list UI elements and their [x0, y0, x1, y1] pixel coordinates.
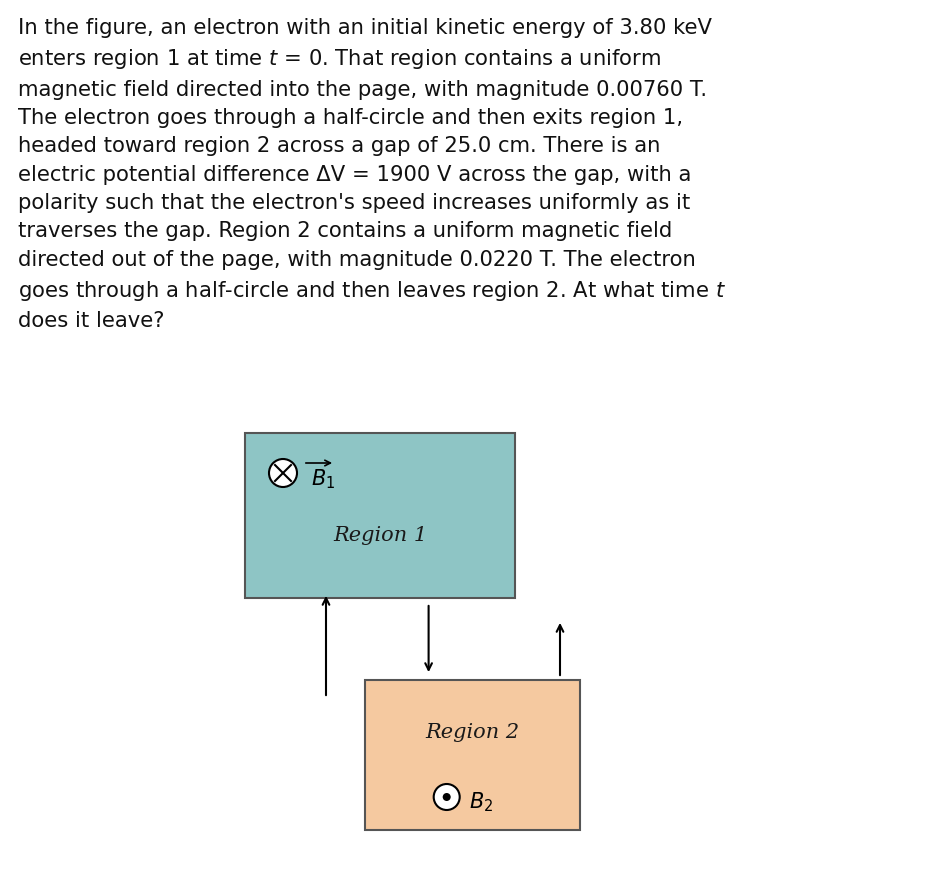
Bar [245, 433, 515, 598]
Circle shape [269, 459, 297, 487]
Text: Region 1: Region 1 [333, 526, 427, 545]
Text: In the figure, an electron with an initial kinetic energy of 3.80 keV
enters reg: In the figure, an electron with an initi… [18, 18, 727, 331]
Bar [365, 680, 580, 830]
Text: Region 2: Region 2 [426, 723, 519, 742]
Text: $B_1$: $B_1$ [311, 467, 335, 491]
Text: $B_2$: $B_2$ [468, 790, 493, 814]
Circle shape [443, 793, 450, 801]
Circle shape [433, 784, 460, 810]
